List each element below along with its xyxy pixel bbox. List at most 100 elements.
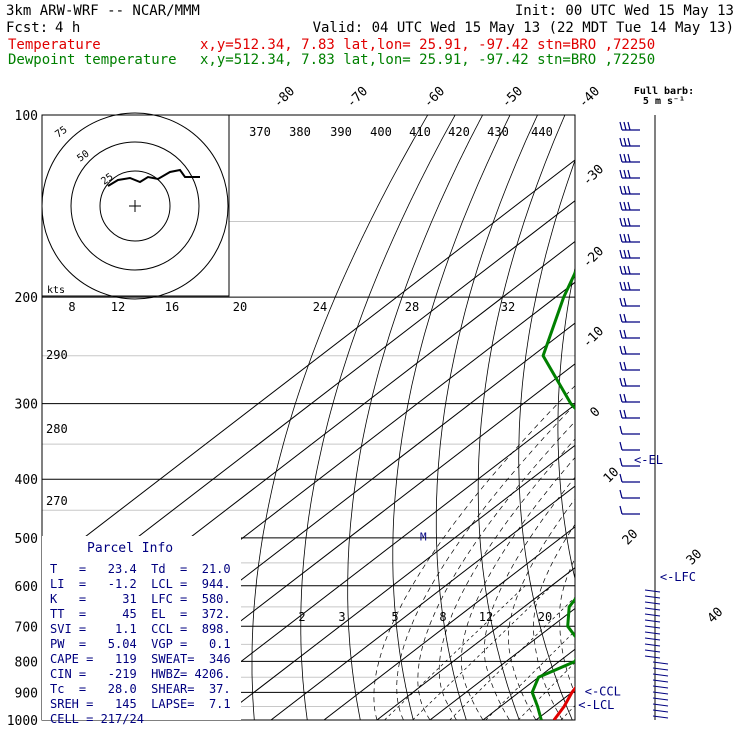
sounding-profiles — [530, 269, 575, 720]
mixing-ratio-label-lower: 12 — [479, 610, 493, 624]
wind-barb — [652, 685, 669, 689]
wind-barb — [619, 153, 640, 163]
barb-key-line1: Full barb: — [634, 86, 694, 97]
parcel-marker-m: M — [420, 530, 427, 543]
theta-label: 370 — [249, 125, 271, 139]
parcel-info-title: Parcel Info — [87, 541, 173, 556]
wind-barb — [644, 607, 661, 611]
wind-barb — [619, 425, 640, 435]
wind-barb — [619, 121, 640, 131]
wind-barb — [619, 281, 640, 291]
wind-barb — [644, 637, 661, 641]
parcel-marker-lcl: <-LCL — [578, 698, 614, 712]
wind-barb — [652, 673, 669, 677]
legend-dewpoint-info: x,y=512.34, 7.83 lat,lon= 25.91, -97.42 … — [200, 52, 655, 68]
mixing-ratio-label-lower: 20 — [538, 610, 552, 624]
wind-barb — [652, 703, 669, 707]
dry-adiabat — [251, 115, 429, 720]
isotherm — [217, 444, 575, 720]
moist-adiabat — [507, 498, 575, 720]
isotherm — [323, 526, 575, 720]
wind-barb — [644, 601, 661, 605]
hodograph-units: kts — [47, 285, 65, 296]
wind-barb — [619, 361, 640, 371]
chart-labels: 100 200 300 400 500 600 700 800 900 1000 370 380 390… — [7, 109, 553, 729]
theta-label: 400 — [370, 125, 392, 139]
isotherm — [270, 485, 575, 720]
wind-barb — [619, 457, 640, 467]
wind-barb — [619, 441, 640, 451]
wind-barb — [619, 505, 640, 515]
isotherm-label: 0 — [587, 404, 603, 420]
isotherm — [695, 115, 740, 720]
dry-adiabat — [435, 115, 538, 720]
wind-barb — [619, 217, 640, 227]
isotherm — [482, 648, 575, 720]
dry-adiabat — [518, 159, 575, 720]
wind-barb — [644, 643, 661, 647]
parcel-marker-el: <-EL — [634, 453, 663, 467]
dry-adiabat — [668, 115, 740, 720]
moist-adiabat — [396, 403, 575, 720]
pressure-label-700: 700 — [15, 620, 38, 635]
pressure-label-400: 400 — [15, 473, 38, 488]
moist-adiabat — [438, 438, 575, 720]
mixing-ratio-label-upper: 24 — [313, 300, 327, 314]
isotherm — [589, 115, 740, 720]
mixing-ratio-label-lower: 3 — [338, 610, 345, 624]
moist-adiabat — [417, 420, 575, 720]
theta-label: 420 — [448, 125, 470, 139]
hodograph-trace — [107, 168, 200, 187]
isotherm — [42, 200, 575, 612]
wind-barb — [619, 377, 640, 387]
dry-adiabat — [477, 115, 566, 720]
dry-adiabat — [392, 115, 511, 720]
isotherm-label: -70 — [344, 84, 371, 111]
wind-barb — [644, 649, 661, 653]
hodograph-ring-75 — [41, 112, 229, 300]
wind-barb — [619, 409, 640, 419]
parcel-info-row: SVI = 1.1 CCL = 898. — [50, 622, 231, 636]
parcel-marker-lfc: <-LFC — [660, 570, 696, 584]
wind-barb — [644, 631, 661, 635]
parcel-info-row: CELL = 217/24 — [50, 712, 144, 726]
mixing-ratio-label-upper: 20 — [233, 300, 247, 314]
parcel-marker-ccl: <-CCL — [585, 685, 621, 699]
mixing-ratio-line — [384, 585, 526, 720]
dry-adiabat — [347, 115, 483, 720]
isotherm-label: -50 — [499, 84, 526, 111]
pressure-label-200: 200 — [15, 291, 38, 306]
wind-barb — [644, 619, 661, 623]
isotherm — [42, 159, 575, 571]
wind-barb — [619, 137, 640, 147]
pressure-label-100: 100 — [15, 109, 38, 124]
wind-barb — [619, 265, 640, 275]
forecast-label: Fcst: — [6, 20, 48, 36]
parcel-info-row: PW = 5.04 VGP = 0.1 — [50, 637, 231, 651]
theta-label: 430 — [487, 125, 509, 139]
wind-barb — [619, 185, 640, 195]
forecast-hour: 4 h — [55, 20, 80, 36]
isotherm-label: 20 — [620, 527, 642, 549]
valid-time: Valid: 04 UTC Wed 15 May 13 (22 MDT Tue … — [313, 20, 734, 36]
isotherm-label: -40 — [576, 84, 603, 111]
isotherm — [376, 567, 575, 720]
theta-label: 380 — [289, 125, 311, 139]
wind-barb — [652, 709, 669, 713]
mixing-ratio-label-upper: 16 — [165, 300, 179, 314]
wind-barb — [652, 661, 669, 665]
wind-barb — [644, 625, 661, 629]
isotherm-label: -30 — [580, 162, 607, 189]
pressure-label-800: 800 — [15, 655, 38, 670]
parcel-markers: <-EL <-LFC <-CCL<-LCL M — [420, 453, 696, 712]
legend-dewpoint-label: Dewpoint temperature — [8, 52, 177, 68]
mixing-ratio-label-upper: 28 — [405, 300, 419, 314]
isotherm-label: 40 — [705, 605, 727, 627]
wind-barb — [652, 691, 669, 695]
mixing-ratio-label-upper: 12 — [111, 300, 125, 314]
theta-e-label: 270 — [46, 494, 68, 508]
pressure-label-1000: 1000 — [7, 714, 38, 729]
parcel-info-row: LI = -1.2 LCL = 944. — [50, 577, 231, 591]
moist-adiabat — [461, 457, 575, 720]
